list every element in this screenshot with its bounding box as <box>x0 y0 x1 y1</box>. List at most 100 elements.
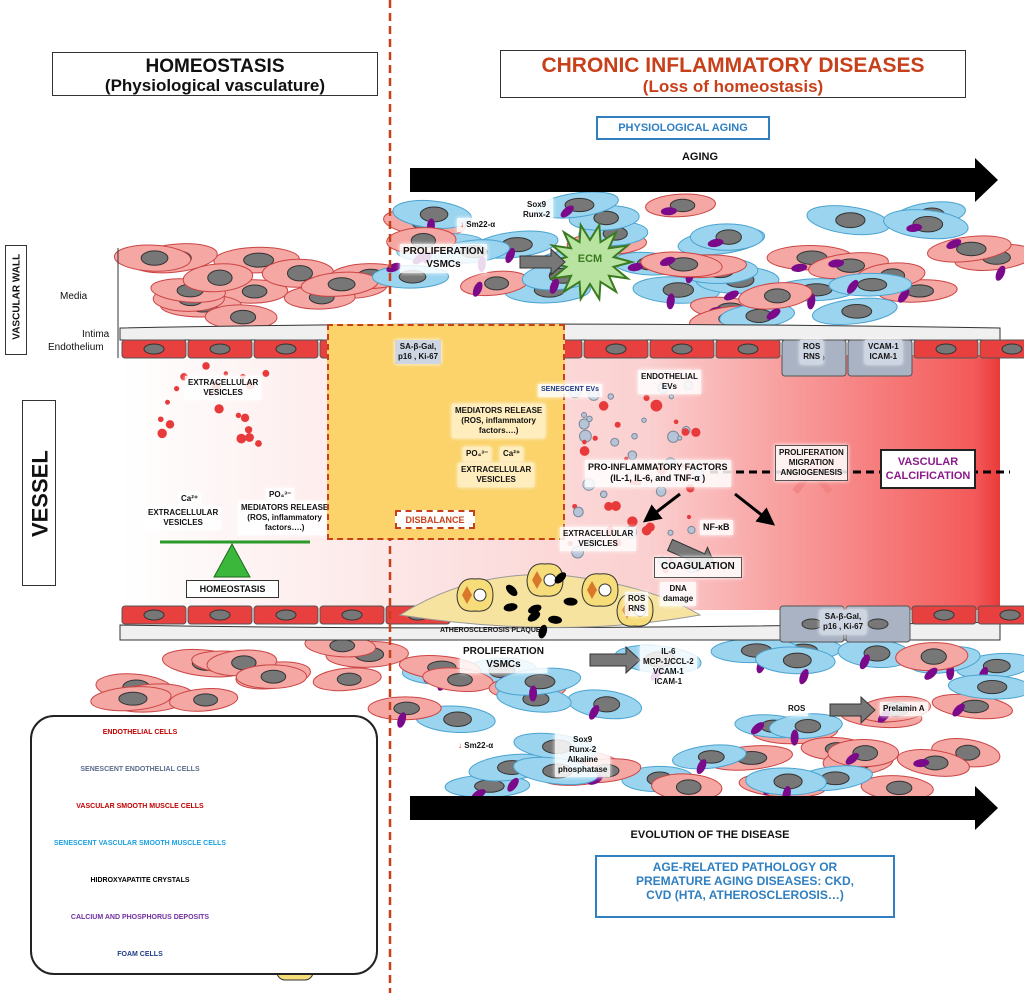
nucleus <box>341 609 363 621</box>
calcium-deposit <box>472 281 483 297</box>
evolution-arrow <box>410 786 998 830</box>
hydroxyapatite-crystal <box>548 615 563 624</box>
calcium-deposit <box>750 722 765 735</box>
extracellular-vesicle <box>245 433 254 442</box>
po4-label: PO₄³⁻ <box>463 447 492 461</box>
po4-label: PO₄³⁻ <box>266 488 295 502</box>
legend-box <box>30 715 378 975</box>
nucleus <box>605 343 627 355</box>
aging-arrow <box>410 158 998 202</box>
nucleus <box>955 744 981 761</box>
ev-label: EXTRACELLULAR VESICLES <box>458 463 535 487</box>
text: VCAM-1 <box>868 342 899 351</box>
nucleus <box>143 609 165 621</box>
senescent-vesicle <box>610 437 620 447</box>
sm22-label: ↓ Sm22-α <box>455 739 497 753</box>
foam-lipid <box>462 586 472 604</box>
hydroxyapatite-crystal <box>563 597 578 606</box>
nucleus <box>140 250 169 266</box>
text: phosphatase <box>558 765 608 774</box>
text: VESICLES <box>203 388 243 397</box>
nucleus <box>920 648 947 665</box>
text: MCP-1/CCL-2 <box>643 657 694 666</box>
text: (IL-1, IL-6, and TNF-α ) <box>610 473 706 484</box>
ros-label: ROS <box>785 702 809 716</box>
text: VSMCs <box>486 658 521 670</box>
ca-label: Ca²⁺ <box>178 492 202 506</box>
proliferation-migration-label: PROLIFERATION MIGRATION ANGIOGENESIS <box>775 445 848 481</box>
nucleus <box>662 282 694 298</box>
extracellular-vesicle <box>165 399 170 405</box>
text: VASCULAR <box>897 456 959 468</box>
extracellular-vesicle <box>614 421 621 428</box>
nucleus <box>241 284 268 299</box>
legend-label: SENESCENT ENDOTHELIAL CELLS <box>80 766 200 773</box>
text: VSMCs <box>426 258 461 270</box>
text: Runx-2 <box>569 745 597 754</box>
nucleus <box>982 658 1011 674</box>
text: ROS <box>628 594 646 603</box>
nucleus <box>852 745 879 762</box>
nucleus <box>229 309 257 325</box>
calcium-deposit <box>906 223 923 233</box>
nucleus <box>593 696 621 713</box>
arrow <box>642 492 681 523</box>
media-label: Media <box>60 291 88 302</box>
disbalance-label: DISBALANCE <box>395 510 475 529</box>
nucleus <box>329 639 356 653</box>
prelamin-label: Prelamin A <box>880 702 928 716</box>
senescent-vesicle <box>586 415 593 423</box>
calcium-deposit <box>924 667 938 680</box>
vcam-label: VCAM-1 ICAM-1 <box>865 340 902 364</box>
nucleus <box>801 618 823 630</box>
homeostasis-balance-box: HOMEOSTASIS <box>186 580 279 598</box>
senescent-vesicle <box>581 412 587 419</box>
nucleus <box>669 198 696 213</box>
text: PROLIFERATION <box>463 646 544 657</box>
nucleus <box>243 252 275 268</box>
pathology-box: AGE-RELATED PATHOLOGY OR PREMATURE AGING… <box>595 855 895 918</box>
arrow <box>829 695 876 725</box>
senescent-vesicle <box>578 418 590 430</box>
text: SA-β-Gal, <box>824 612 862 621</box>
hydroxyapatite-crystal <box>527 611 541 622</box>
extracellular-vesicle <box>255 440 262 447</box>
sox9-label: Sox9 Runx-2 <box>520 198 554 222</box>
senescent-vesicle <box>677 435 683 441</box>
arrow <box>519 247 566 277</box>
senescent-vesicle <box>641 417 647 423</box>
legend-label: HIDROXYAPATITE CRYSTALS <box>90 877 190 884</box>
nucleus <box>118 691 148 706</box>
extracellular-vesicle <box>627 516 638 527</box>
extracellular-vesicle <box>650 399 663 412</box>
legend-label: FOAM CELLS <box>117 951 163 958</box>
senescent-vesicle <box>687 525 696 535</box>
text: EXTRACELLULAR <box>148 508 219 517</box>
calcium-deposit <box>828 259 845 268</box>
pathology-line: CVD (HTA, ATHEROSCLEROSIS…) <box>646 887 844 902</box>
calcium-deposit <box>995 265 1006 281</box>
sa-gal-label: SA-β-Gal, p16 , Ki-67 <box>395 340 442 364</box>
ros-rns-label: ROS RNS <box>800 340 824 364</box>
arrow <box>734 492 776 526</box>
text: Alkaline <box>567 755 599 764</box>
extracellular-vesicle <box>157 416 164 423</box>
legend-label: SENESCENT VASCULAR SMOOTH MUSCLE CELLS <box>53 840 227 847</box>
foam-nucleus <box>543 573 557 587</box>
nucleus <box>841 304 873 319</box>
text: p16 , Ki-67 <box>398 352 439 361</box>
foam-nucleus <box>473 588 487 602</box>
extracellular-vesicle <box>236 433 247 444</box>
legend-label: CALCIUM AND PHOSPHORUS DEPOSITS <box>70 914 210 921</box>
nucleus <box>447 672 473 687</box>
text: VESICLES <box>578 539 618 548</box>
calcium-deposit <box>845 752 860 765</box>
nucleus <box>260 669 287 684</box>
text: MEDIATORS RELEASE <box>241 503 329 512</box>
text: MEDIATORS RELEASE <box>455 406 543 415</box>
extracellular-vesicle <box>165 420 175 429</box>
nucleus <box>419 206 449 223</box>
extracellular-vesicle <box>582 439 587 445</box>
extracellular-vesicle <box>686 514 692 520</box>
nucleus <box>593 210 619 226</box>
